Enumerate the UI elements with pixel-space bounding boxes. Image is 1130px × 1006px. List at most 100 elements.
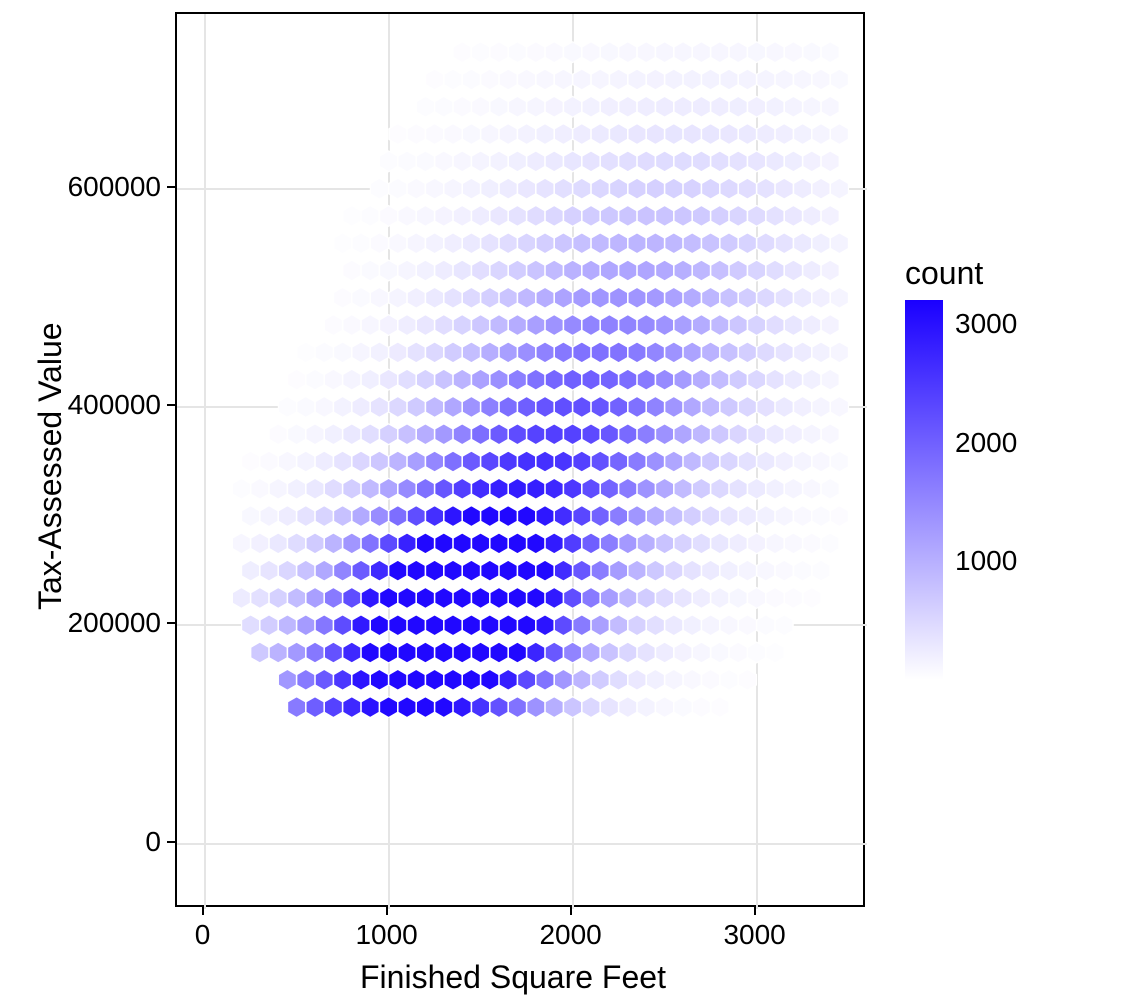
hex-bin — [545, 260, 563, 281]
hex-bin — [582, 588, 600, 609]
hex-bin — [315, 342, 333, 363]
hex-bin — [794, 397, 812, 418]
hex-bin — [656, 533, 674, 554]
hex-bin — [444, 287, 462, 308]
hex-bin — [775, 69, 793, 90]
hex-bin — [352, 669, 370, 690]
hex-bin — [748, 478, 766, 499]
hex-bin — [536, 124, 554, 145]
hex-bin — [600, 478, 618, 499]
hex-bin — [784, 260, 802, 281]
hex-bin — [554, 506, 572, 527]
hex-bin — [518, 287, 536, 308]
hex-bin — [729, 96, 747, 117]
hex-bin — [527, 533, 545, 554]
hex-bin — [757, 342, 775, 363]
hex-bin — [830, 287, 848, 308]
hex-bin — [297, 342, 315, 363]
hex-bin — [260, 506, 278, 527]
hex-bin — [665, 69, 683, 90]
hex-bin — [315, 560, 333, 581]
hex-bin — [591, 287, 609, 308]
hex-bin — [637, 369, 655, 390]
hex-bin — [481, 233, 499, 254]
hex-bin — [738, 560, 756, 581]
hex-bin — [472, 424, 490, 445]
legend-tick-label: 2000 — [955, 427, 1017, 459]
hex-bin — [757, 451, 775, 472]
hex-bin — [775, 397, 793, 418]
hex-bin — [518, 669, 536, 690]
hex-bin — [389, 342, 407, 363]
hex-bin — [352, 342, 370, 363]
hex-bin — [766, 424, 784, 445]
hex-bin — [260, 615, 278, 636]
hex-bin — [398, 697, 416, 718]
hex-bin — [766, 642, 784, 663]
hex-bin — [573, 615, 591, 636]
hex-bin — [711, 424, 729, 445]
hex-bin — [518, 178, 536, 199]
hex-bin — [481, 560, 499, 581]
hex-bin — [600, 151, 618, 172]
hex-bin — [637, 478, 655, 499]
hex-bin — [720, 506, 738, 527]
hex-bin — [554, 669, 572, 690]
hex-bin — [720, 287, 738, 308]
hex-bin — [702, 397, 720, 418]
hex-bin — [757, 287, 775, 308]
hex-bin — [738, 669, 756, 690]
hex-bin — [380, 315, 398, 336]
hex-bin — [435, 96, 453, 117]
hex-bin — [610, 560, 628, 581]
hex-bin — [610, 287, 628, 308]
hex-bin — [481, 615, 499, 636]
hex-bin — [573, 69, 591, 90]
hex-bin — [306, 478, 324, 499]
y-tick-mark — [167, 841, 175, 843]
hex-bin — [288, 478, 306, 499]
hex-bin — [665, 506, 683, 527]
hex-bin — [803, 588, 821, 609]
hex-bin — [720, 615, 738, 636]
hex-bin — [702, 287, 720, 308]
hex-bin — [812, 560, 830, 581]
hex-bin — [288, 588, 306, 609]
hex-bin — [757, 560, 775, 581]
hex-bin — [545, 424, 563, 445]
hex-bin — [766, 315, 784, 336]
hex-bin — [389, 397, 407, 418]
hex-bin — [490, 260, 508, 281]
hex-bin — [757, 69, 775, 90]
hex-bin — [499, 124, 517, 145]
hex-bin — [490, 96, 508, 117]
hex-bin — [343, 642, 361, 663]
hex-bin — [619, 424, 637, 445]
hex-bin — [738, 342, 756, 363]
hex-bin — [803, 533, 821, 554]
hex-bin — [554, 342, 572, 363]
hex-bin — [398, 206, 416, 227]
hex-bin — [600, 588, 618, 609]
hex-bin — [591, 124, 609, 145]
hex-bin — [665, 451, 683, 472]
hex-bin — [821, 369, 839, 390]
hex-bin — [453, 642, 471, 663]
hex-bin — [803, 96, 821, 117]
hex-bin — [472, 642, 490, 663]
hex-bin — [527, 369, 545, 390]
hex-bin — [646, 287, 664, 308]
hex-bin — [499, 178, 517, 199]
hex-bin — [444, 669, 462, 690]
hex-bin — [748, 42, 766, 63]
hex-bin — [729, 533, 747, 554]
hex-bin — [591, 451, 609, 472]
hex-bin — [536, 233, 554, 254]
hex-bin — [499, 397, 517, 418]
hex-bin — [830, 124, 848, 145]
hex-bin — [370, 233, 388, 254]
hex-bin — [646, 342, 664, 363]
hex-bin — [481, 506, 499, 527]
hex-bin — [352, 560, 370, 581]
hex-bin — [242, 506, 260, 527]
